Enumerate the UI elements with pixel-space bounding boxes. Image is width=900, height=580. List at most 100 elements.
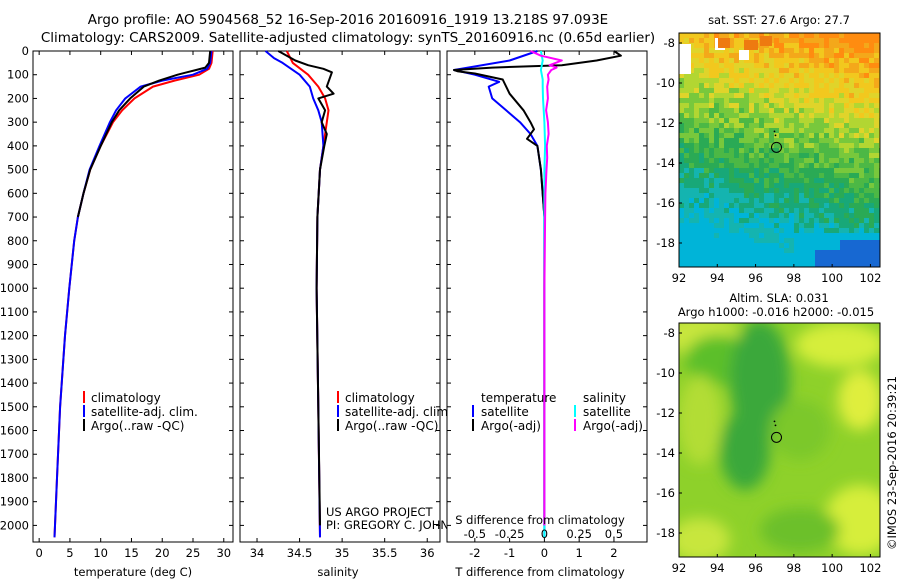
map-x-tick-label: 94 <box>710 561 725 575</box>
title-line2: Climatology: CARS2009. Satellite-adjuste… <box>41 30 655 46</box>
map-x-tick-label: 100 <box>821 271 843 285</box>
depth-tick-label: 1500 <box>0 400 29 414</box>
s-tick-label: 0.5 <box>605 527 623 541</box>
temperature-legend: climatology satellite-adj. clim. Argo(..… <box>83 391 198 433</box>
sla-map-title: Altim. SLA: 0.031 <box>729 291 828 305</box>
project-label: US ARGO PROJECT <box>326 505 434 519</box>
depth-tick-label: 600 <box>7 186 29 200</box>
x-tick-label: 15 <box>124 546 139 560</box>
temperature-panel: 0100200300400500600700800900100011001200… <box>0 44 234 579</box>
sst-map-title: sat. SST: 27.6 Argo: 27.7 <box>708 13 850 27</box>
salinity-axes <box>239 50 441 543</box>
salinity-panel: 34 34.5 35 35.5 36 salinity climatology sate… <box>239 50 474 579</box>
map-y-tick-label: -16 <box>656 486 675 500</box>
x-tick-label: -1 <box>504 546 515 560</box>
depth-tick-label: 1000 <box>0 281 29 295</box>
sla-map-subtitle: Argo h1000: -0.016 h2000: -0.015 <box>678 305 874 319</box>
map-y-tick-label: -12 <box>656 406 675 420</box>
salinity-series <box>264 50 335 538</box>
x-tick-label: 34.5 <box>287 546 313 560</box>
sst-heatmap <box>679 33 880 267</box>
argo-track <box>773 420 777 427</box>
map-y-tick-label: -16 <box>656 196 675 210</box>
argo-location-marker <box>770 141 782 153</box>
pi-label: PI: GREGORY C. JOHNSON <box>326 518 474 532</box>
series-argo-raw-qc- <box>277 50 335 526</box>
depth-tick-label: 300 <box>7 115 29 129</box>
t-difference-xlabel: T difference from climatology <box>454 565 625 579</box>
legend-argo-label: Argo(..raw -QC) <box>91 419 184 433</box>
map-x-tick-label: 96 <box>748 561 763 575</box>
legend-s-satellite-label: satellite <box>583 405 631 419</box>
x-tick-label: 34 <box>250 546 265 560</box>
depth-tick-label: 900 <box>7 257 29 271</box>
s-tick-label: 0 <box>541 527 548 541</box>
argo-location-marker <box>770 431 782 443</box>
depth-tick-label: 0 <box>22 44 29 58</box>
track-dot <box>773 130 776 133</box>
map-x-tick-label: 102 <box>859 271 881 285</box>
legend-climatology-label: climatology <box>91 391 161 405</box>
x-tick-label: 25 <box>186 546 201 560</box>
sla-map-frame <box>678 322 881 558</box>
track-dot <box>774 424 777 427</box>
temperature-axes <box>32 50 234 543</box>
x-tick-label: 35 <box>335 546 350 560</box>
depth-tick-label: 800 <box>7 234 29 248</box>
sla-heatmap <box>679 323 880 557</box>
depth-tick-label: 1200 <box>0 329 29 343</box>
depth-tick-label: 1700 <box>0 447 29 461</box>
depth-tick-label: 1400 <box>0 376 29 390</box>
map-x-tick-label: 100 <box>821 561 843 575</box>
s-tick-label: -0.5 <box>464 527 486 541</box>
x-tick-label: 10 <box>93 546 108 560</box>
depth-tick-label: 1900 <box>0 495 29 509</box>
x-tick-label: 1 <box>576 546 583 560</box>
argo-track <box>773 130 777 137</box>
x-tick-label: 36 <box>420 546 435 560</box>
s-difference-ticks: -0.5 -0.25 0 0.25 0.5 <box>464 527 624 541</box>
map-y-tick-label: -10 <box>656 76 675 90</box>
x-tick-label: -2 <box>469 546 480 560</box>
map-y-tick-label: -12 <box>656 116 675 130</box>
x-tick-label: 20 <box>155 546 170 560</box>
legend-s-argo-label: Argo(-adj) <box>583 419 643 433</box>
map-x-tick-label: 98 <box>787 271 802 285</box>
map-y-tick-label: -14 <box>656 156 675 170</box>
legend-satellite-label: satellite-adj. clim. <box>91 405 198 419</box>
temperature-x-ticks: 0 5 10 15 20 25 30 <box>33 50 233 560</box>
s-tick-label: -0.25 <box>495 527 525 541</box>
map-x-tick-label: 98 <box>787 561 802 575</box>
legend-temperature-header: temperature <box>481 391 556 405</box>
sla-map-panel: Altim. SLA: 0.031 Argo h1000: -0.016 h20… <box>656 291 881 575</box>
depth-tick-label: 100 <box>7 68 29 82</box>
depth-tick-label: 1100 <box>0 305 29 319</box>
depth-tick-label: 700 <box>7 210 29 224</box>
s-tick-label: 0.25 <box>566 527 592 541</box>
depth-tick-label: 2000 <box>0 518 29 532</box>
series-s-argo-adj- <box>530 50 563 526</box>
map-y-tick-label: -10 <box>656 366 675 380</box>
track-dot <box>773 420 776 423</box>
sst-map-panel: sat. SST: 27.6 Argo: 27.7 92 94 96 98 100 102… <box>656 13 881 285</box>
x-tick-label: 0 <box>35 546 42 560</box>
x-tick-label: 0 <box>541 546 548 560</box>
map-x-tick-label: 102 <box>859 561 881 575</box>
depth-tick-labels: 0 100 200 300 400 500 600 700 800 900 1000 1100 1200… <box>0 44 29 532</box>
map-y-tick-label: -8 <box>664 326 675 340</box>
imos-credit: ©IMOS 23-Sep-2016 20:39:21 <box>885 376 899 550</box>
depth-tick-label: 500 <box>7 163 29 177</box>
temperature-series <box>53 50 214 538</box>
map-y-tick-label: -18 <box>656 526 675 540</box>
salinity-x-ticks: 34 34.5 35 35.5 36 <box>240 50 440 560</box>
legend-t-satellite-label: satellite <box>481 405 529 419</box>
map-y-tick-label: -18 <box>656 236 675 250</box>
legend-satellite-label: satellite-adj. clim. <box>345 405 452 419</box>
map-x-tick-label: 92 <box>672 271 687 285</box>
map-y-tick-label: -8 <box>664 36 675 50</box>
x-tick-label: 30 <box>216 546 231 560</box>
legend-climatology-label: climatology <box>345 391 415 405</box>
depth-tick-label: 200 <box>7 91 29 105</box>
x-tick-label: 35.5 <box>372 546 398 560</box>
legend-salinity-header: salinity <box>583 391 626 405</box>
